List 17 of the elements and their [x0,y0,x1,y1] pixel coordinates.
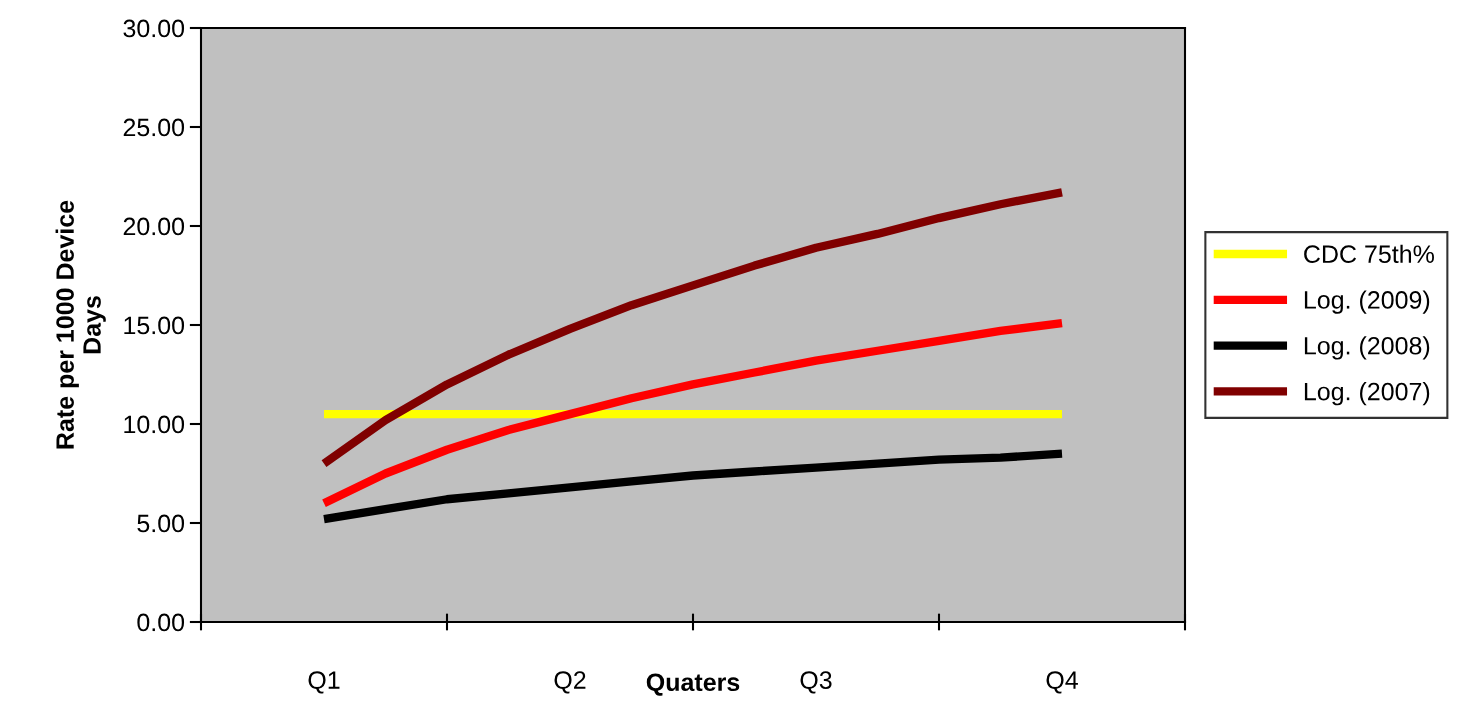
x-tick-label: Q3 [800,671,832,694]
y-axis-title: Rate per 1000 Device Days [55,200,106,449]
x-tick-label: Q2 [554,671,586,694]
legend-label: Log. (2009) [1304,290,1430,314]
x-tick-label: Q1 [308,671,340,694]
y-tick-label: 30.00 [123,19,185,38]
y-tick-label: 25.00 [123,118,185,137]
y-tick-label: 15.00 [124,316,185,335]
y-tick-label: 10.00 [124,415,185,434]
legend-label: CDC 75th% [1304,244,1434,263]
legend-label: Log. (2007) [1304,382,1430,406]
y-tick-label: 20.00 [123,217,185,236]
x-tick-label: Q4 [1046,671,1078,694]
y-tick-label: 5.00 [137,514,185,533]
legend-label: Log. (2008) [1304,336,1430,360]
y-tick-label: 0.00 [137,613,185,632]
x-axis-title: Quaters [646,673,740,696]
